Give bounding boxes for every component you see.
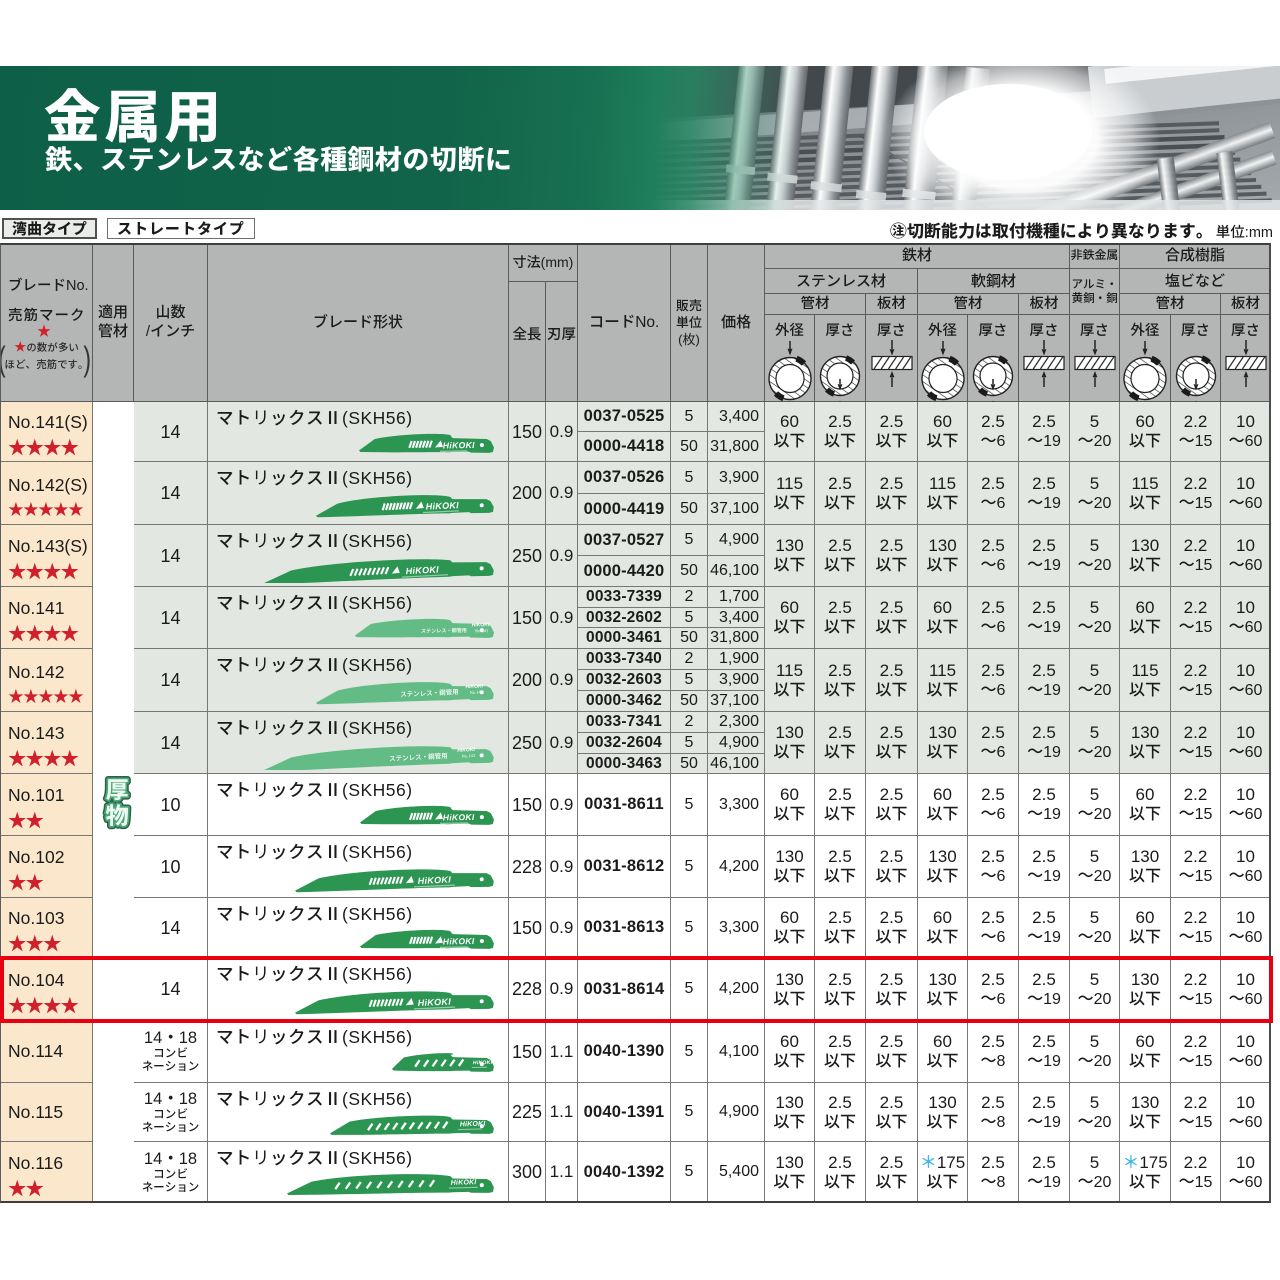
- svg-text:ステンレス・鋼管用: ステンレス・鋼管用: [400, 686, 459, 699]
- svg-text:HiKOKI: HiKOKI: [443, 936, 475, 947]
- svg-text:HiKOKI: HiKOKI: [472, 622, 490, 628]
- svg-text:HiKOKI: HiKOKI: [405, 565, 439, 577]
- svg-text:HiKOKI: HiKOKI: [451, 1179, 478, 1187]
- svg-text:HiKOKI: HiKOKI: [443, 440, 475, 451]
- svg-text:HiKOKI: HiKOKI: [425, 500, 459, 511]
- svg-text:No.142: No.142: [470, 689, 484, 696]
- svg-text:物: 物: [106, 797, 129, 831]
- svg-text:HiKOKI: HiKOKI: [443, 812, 475, 823]
- svg-text:HiKOKI: HiKOKI: [417, 875, 451, 886]
- svg-text:HiKOKI: HiKOKI: [460, 1121, 487, 1129]
- svg-text:ステンレス・鋼管用: ステンレス・鋼管用: [421, 627, 467, 635]
- svg-text:物: 物: [106, 797, 129, 831]
- svg-text:ステンレス・鋼管用: ステンレス・鋼管用: [389, 750, 448, 763]
- svg-text:HiKOKI: HiKOKI: [457, 747, 475, 754]
- svg-text:厚: 厚: [106, 773, 129, 805]
- svg-text:HiKOKI: HiKOKI: [465, 683, 483, 690]
- svg-text:厚: 厚: [106, 773, 129, 805]
- svg-text:No.143: No.143: [462, 753, 476, 760]
- svg-text:HiKOKI: HiKOKI: [417, 997, 451, 1008]
